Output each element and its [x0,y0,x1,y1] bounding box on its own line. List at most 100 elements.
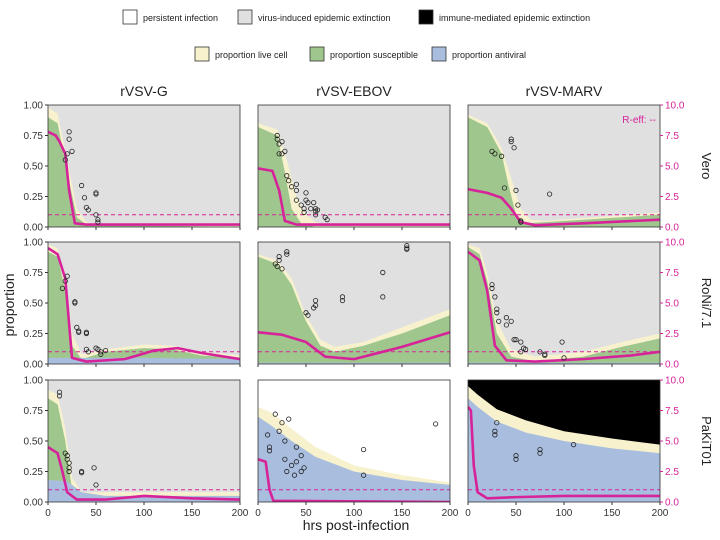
panel-6: 0.00 0.25 0.50 0.75 1.00 0 50 100 150 200 [24,376,249,520]
data-point-3-11 [85,349,91,355]
reff-line-0 [48,130,240,226]
y-tick-label-3-3: 0.75 [24,268,44,279]
data-point-8-7 [570,442,577,448]
y-right-tick-label-5-1: 2.5 [665,329,679,340]
data-point-4-8 [305,312,311,318]
reff-line-4 [258,330,450,361]
data-point-5-11 [518,339,524,345]
legend-top-label-1: virus-induced epidemic extinction [258,13,391,23]
data-point-5-2 [492,294,498,300]
data-point-3-14 [98,349,104,355]
data-point-3-4 [72,299,78,305]
y-right-tick-label-2-1: 2.5 [665,192,679,203]
data-point-0-12 [95,217,101,223]
data-point-7-19 [432,421,439,427]
x-tick-label-7-1: 50 [300,508,312,519]
panel-2: 0.0 2.5 5.0 7.5 10.0 R-eff: -- [467,101,685,234]
data-point-7-0 [264,432,271,438]
panel-background-6 [48,380,240,502]
row-title-2: PaKiT01 [699,416,714,466]
legend-top: persistent infection virus-induced epidem… [122,9,590,25]
y-tick-label-3-4: 1.00 [24,238,44,249]
y-tick-label-3-0: 0.00 [24,360,44,371]
data-point-4-4 [279,266,285,272]
reff-line-6 [48,446,240,501]
x-tick-label-7-0: 0 [255,508,261,519]
data-point-0-10 [93,191,99,197]
data-point-0-3 [66,129,72,135]
y-tick-label-0-1: 0.25 [24,192,44,203]
data-point-1-19 [308,206,314,212]
data-point-8-6 [537,450,543,456]
panel-plot-area-6 [48,389,240,502]
x-tick-label-8-3: 150 [604,508,621,519]
data-point-4-6 [284,251,290,257]
y-tick-label-6-3: 0.75 [24,406,44,417]
data-point-5-9 [511,336,517,343]
data-point-4-2 [276,254,282,260]
data-point-2-6 [511,145,517,151]
y-right-tick-label-2-2: 5.0 [665,162,679,173]
data-point-0-5 [79,182,85,189]
data-point-7-18 [360,446,367,453]
antiviral-area-6 [48,480,240,502]
y-tick-label-3-2: 0.50 [24,299,44,310]
data-point-1-7 [284,173,290,179]
data-point-6-11 [93,482,99,488]
data-point-5-4 [494,306,500,312]
legend-top-label-2: immune-mediated epidemic extinction [439,13,590,23]
column-title-2: rVSV-MARV [526,83,603,99]
reff-line-2 [468,187,660,227]
y-right-tick-label-8-2: 5.0 [665,437,679,448]
data-point-2-5 [508,136,514,142]
data-point-5-17 [542,352,548,359]
data-point-1-9 [288,184,295,190]
data-point-1-1 [274,136,280,142]
data-point-5-15 [537,349,543,355]
y-right-tick-label-8-0: 0.0 [665,498,679,509]
data-point-4-12 [339,294,346,300]
data-point-7-7 [282,456,288,462]
legend-top-swatch-2 [418,9,434,25]
legend-bottom-label-2: proportion antiviral [452,50,526,60]
panel-plot-area-2 [468,114,660,227]
panel-1 [257,104,451,230]
column-title-1: rVSV-EBOV [316,83,392,99]
data-point-5-14 [522,346,529,352]
x-tick-label-7-4: 200 [442,508,459,519]
data-point-6-1 [56,389,63,395]
data-point-7-16 [301,465,307,471]
data-point-4-15 [380,294,386,300]
y-tick-label-0-0: 0.00 [24,223,44,234]
data-point-1-24 [324,217,330,223]
data-point-1-0 [274,132,280,139]
legend-top-swatch-0 [122,9,138,25]
y-right-tick-label-8-1: 2.5 [665,467,679,478]
panel-background-0 [48,105,240,227]
data-point-8-4 [513,456,519,462]
row-title-1: RoNi/7.1 [699,278,714,329]
data-point-0-0 [62,157,68,163]
data-point-1-10 [293,181,299,187]
panel-8: 0.0 2.5 5.0 7.5 10.0 0 50 100 150 200 [465,376,685,520]
legend-top-label-0: persistent infection [143,13,218,23]
data-point-5-19 [561,355,567,361]
data-point-1-14 [301,206,307,212]
y-tick-label-0-2: 0.50 [24,162,44,173]
data-point-6-3 [64,453,70,459]
data-point-3-15 [98,351,104,357]
data-point-4-18 [404,245,410,251]
y-right-tick-label-5-3: 7.5 [665,268,679,279]
x-tick-label-7-3: 150 [394,508,411,519]
data-point-1-4 [279,139,285,145]
data-point-7-4 [276,428,282,434]
y-axis-label: proportion [1,273,17,336]
data-point-6-9 [79,470,85,476]
susceptible-area-5 [468,246,660,364]
data-point-7-14 [298,453,304,459]
data-point-3-7 [76,329,82,335]
data-point-7-13 [293,459,299,465]
susceptible-area-0 [48,117,240,227]
antiviral-area-3 [48,357,240,364]
